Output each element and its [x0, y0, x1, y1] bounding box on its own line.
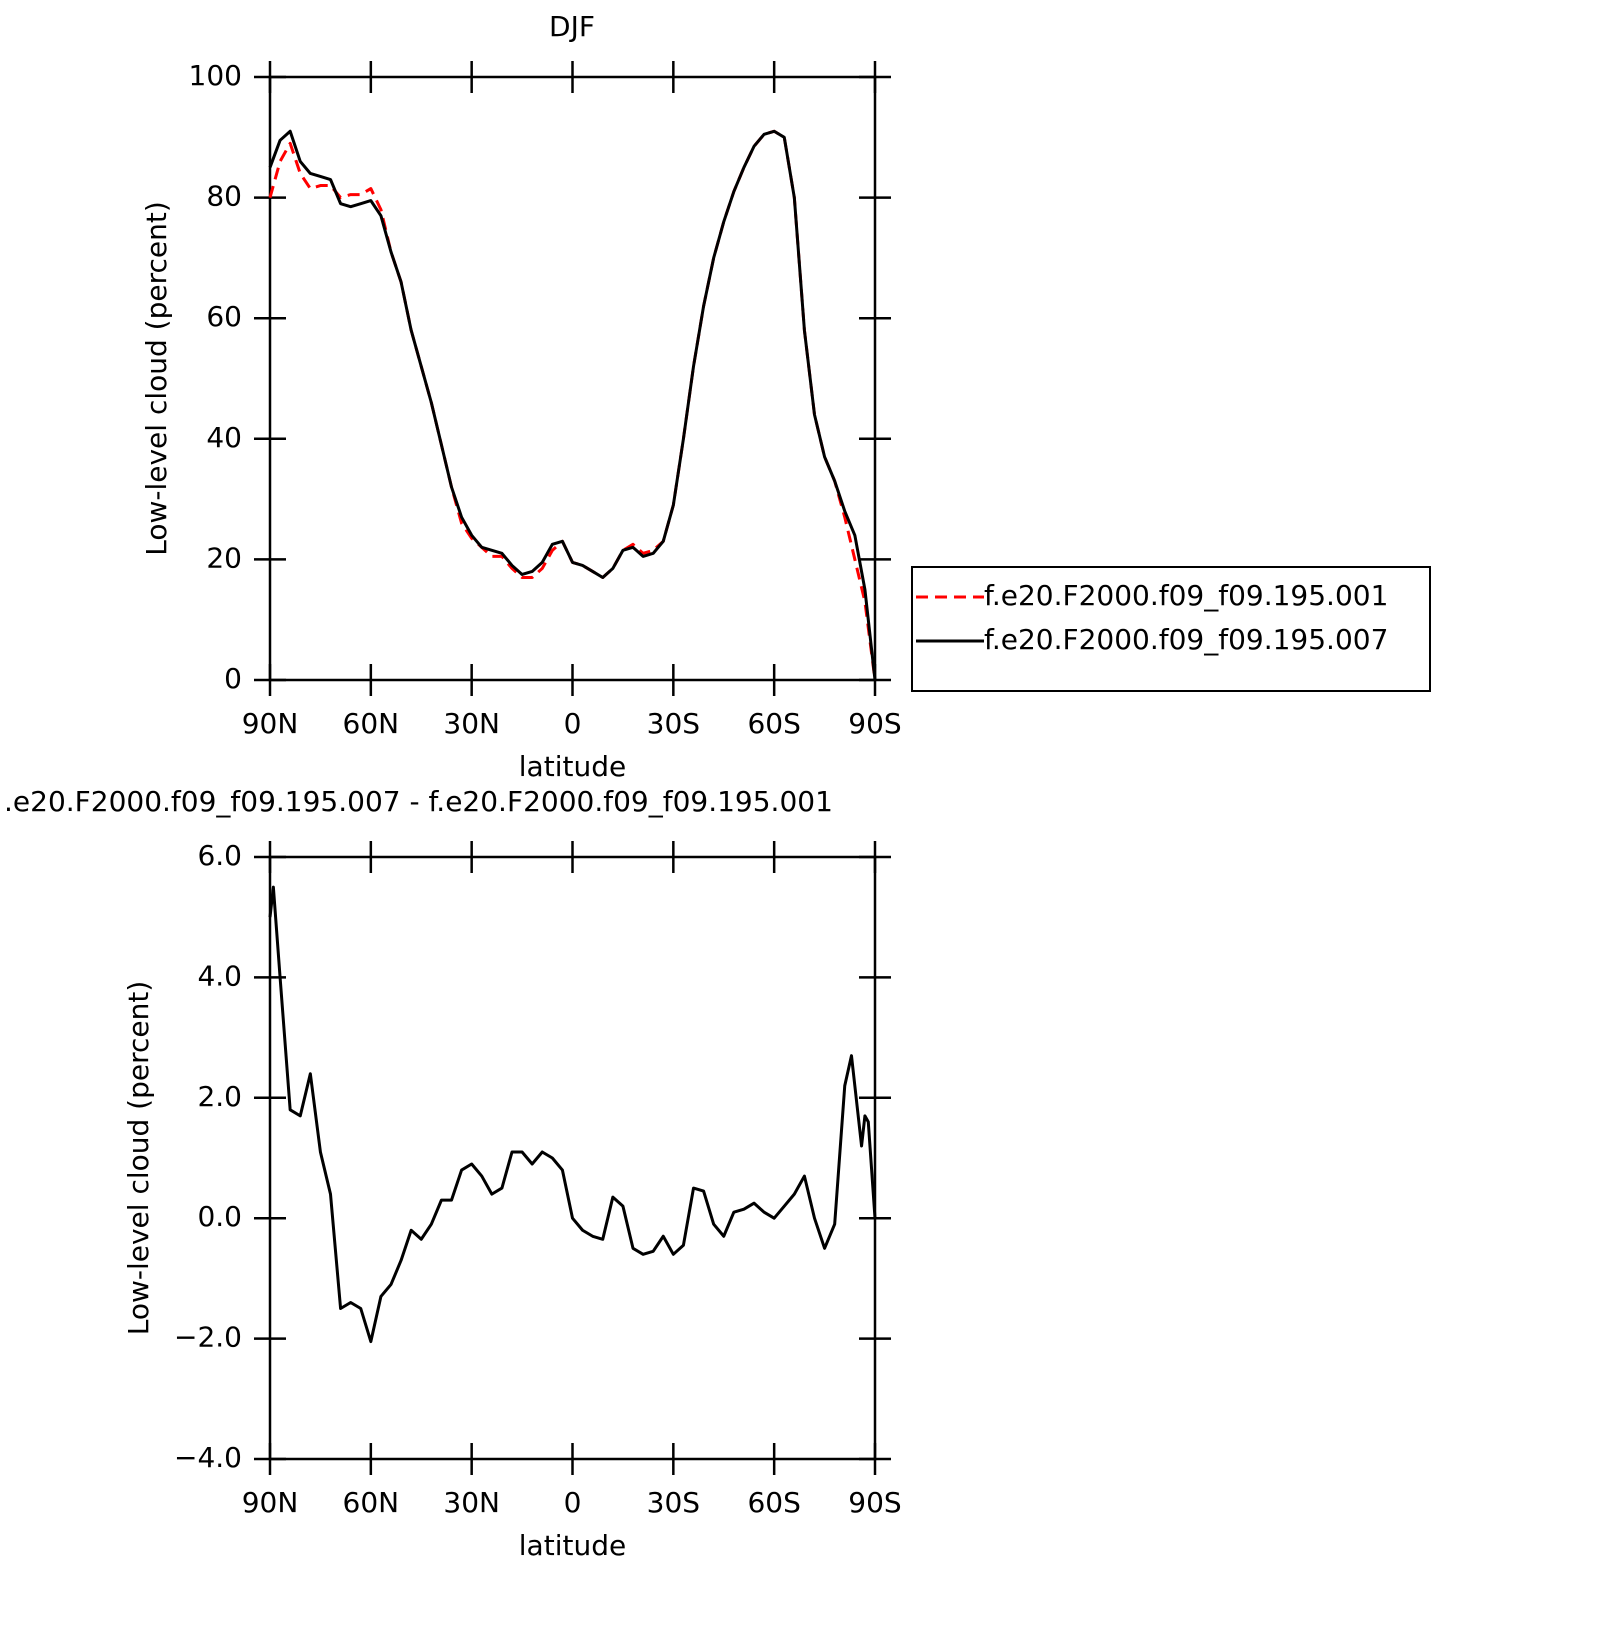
- y-axis-label: Low-level cloud (percent): [122, 981, 155, 1336]
- x-tick-label: 30N: [443, 707, 500, 740]
- y-axis-label: Low-level cloud (percent): [140, 201, 173, 556]
- x-tick-label: 90N: [242, 707, 299, 740]
- x-tick-label: 0: [564, 1486, 582, 1519]
- x-tick-label: 30S: [647, 707, 700, 740]
- y-tick-label: 2.0: [197, 1080, 242, 1113]
- chart-title: DJF: [549, 10, 595, 43]
- legend-box: [911, 566, 1431, 692]
- y-tick-label: 80: [206, 180, 242, 213]
- x-tick-label: 90S: [848, 707, 901, 740]
- plot-frame: [268, 855, 877, 1461]
- x-tick-label: 0: [564, 707, 582, 740]
- y-tick-label: 20: [206, 541, 242, 574]
- line: [268, 129, 877, 681]
- x-tick-label: 90N: [242, 1486, 299, 1519]
- y-tick-label: 6.0: [197, 839, 242, 872]
- x-tick-label: 60S: [747, 1486, 800, 1519]
- legend-label: f.e20.F2000.f09_f09.195.007: [984, 623, 1388, 656]
- y-tick-label: −4.0: [174, 1441, 242, 1474]
- line: [268, 885, 877, 1344]
- y-tick-label: −2.0: [174, 1321, 242, 1354]
- x-axis-label: latitude: [519, 1529, 626, 1562]
- y-tick-label: 4.0: [197, 959, 242, 992]
- x-tick-label: 30N: [443, 1486, 500, 1519]
- x-tick-label: 60N: [343, 1486, 400, 1519]
- y-tick-label: 100: [189, 59, 242, 92]
- x-axis-label: latitude: [519, 750, 626, 783]
- chart-title: .e20.F2000.f09_f09.195.007 - f.e20.F2000…: [4, 785, 833, 818]
- x-tick-label: 60S: [747, 707, 800, 740]
- y-tick-label: 60: [206, 300, 242, 333]
- x-tick-label: 90S: [848, 1486, 901, 1519]
- x-tick-label: 60N: [343, 707, 400, 740]
- line: [268, 129, 877, 681]
- y-tick-label: 40: [206, 421, 242, 454]
- y-tick-label: 0.0: [197, 1200, 242, 1233]
- plot-frame: [268, 75, 877, 682]
- y-tick-label: 0: [224, 662, 242, 695]
- legend-label: f.e20.F2000.f09_f09.195.001: [984, 579, 1388, 612]
- x-tick-label: 30S: [647, 1486, 700, 1519]
